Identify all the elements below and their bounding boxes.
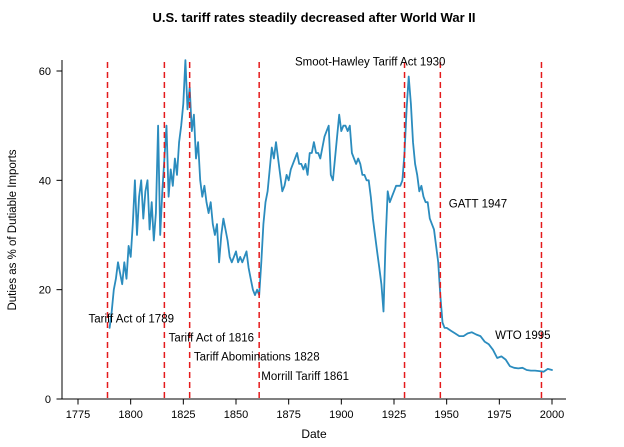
y-tick-label: 60 — [39, 66, 51, 78]
y-axis-label: Duties as % of Dutiable Imports — [7, 149, 19, 310]
tariff-rate-line — [108, 59, 553, 373]
x-tick-label: 1875 — [276, 409, 300, 421]
plot-area: 0 20 40 60 1775 1800 1825 1850 1875 1900 1925 1950 1… — [39, 57, 566, 421]
annotation-1: GATT 1947 — [449, 199, 507, 211]
x-tick-label: 2000 — [540, 409, 564, 421]
annotation-6: WTO 1995 — [495, 330, 550, 342]
annotation-2: Tariff Act of 1789 — [89, 313, 174, 325]
x-axis-label: Date — [301, 427, 327, 441]
annotation-0: Smoot-Hawley Tariff Act 1930 — [295, 57, 445, 69]
x-tick-label: 1775 — [66, 409, 90, 421]
x-tick-label: 1900 — [329, 409, 353, 421]
x-tick-label: 1825 — [171, 409, 195, 421]
x-tick-label: 1800 — [118, 409, 142, 421]
annotation-4: Tariff Abominations 1828 — [194, 352, 320, 364]
annotation-3: Tariff Act of 1816 — [169, 333, 254, 345]
y-tick-label: 0 — [45, 394, 51, 406]
x-tick-label: 1925 — [382, 409, 406, 421]
x-tick-label: 1975 — [487, 409, 511, 421]
x-tick-label: 1850 — [224, 409, 248, 421]
x-tick-label: 1950 — [434, 409, 458, 421]
y-tick-label: 20 — [39, 285, 51, 297]
chart-title: U.S. tariff rates steadily decreased aft… — [153, 10, 476, 25]
y-tick-label: 40 — [39, 175, 51, 187]
annotation-5: Morrill Tariff 1861 — [261, 371, 349, 383]
